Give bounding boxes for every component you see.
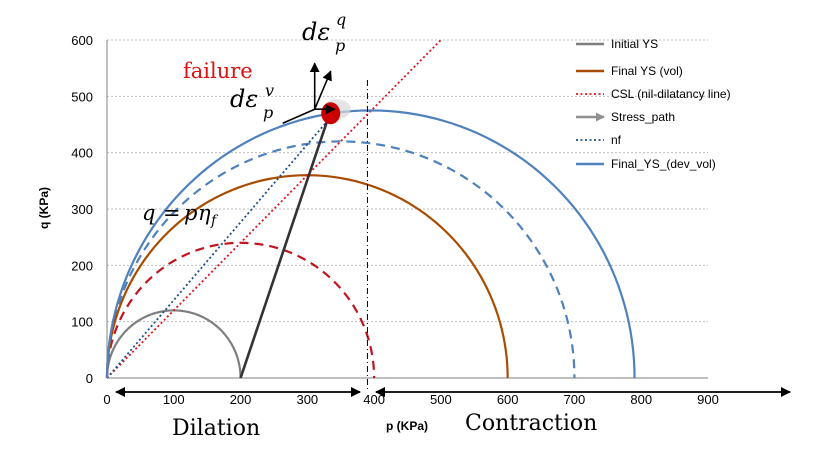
deps-q-sub: p bbox=[335, 36, 345, 55]
curves bbox=[105, 39, 636, 379]
x-tick-label: 900 bbox=[697, 392, 719, 407]
dashed-yield-curve bbox=[105, 241, 376, 379]
x-tick-label: 400 bbox=[363, 392, 385, 407]
legend-entry: Stress_path bbox=[611, 110, 675, 124]
failure-label: failure bbox=[183, 59, 253, 83]
y-tick-label: 300 bbox=[71, 202, 93, 217]
failure-point bbox=[321, 102, 341, 125]
x-tick-label: 200 bbox=[230, 392, 252, 407]
y-tick-label: 0 bbox=[86, 371, 93, 386]
x-tick-label: 300 bbox=[296, 392, 318, 407]
eq-p: p bbox=[184, 201, 197, 225]
equation-q-p-eta: q = p η f bbox=[142, 201, 219, 229]
grid bbox=[107, 39, 708, 323]
x-tick-label: 0 bbox=[103, 392, 110, 407]
contraction-label: Contraction bbox=[465, 411, 597, 436]
deps-v-base: dε bbox=[230, 85, 258, 113]
deps-v-sub: p bbox=[263, 103, 273, 122]
leader-deps-v bbox=[282, 108, 316, 124]
x-tick-label: 800 bbox=[630, 392, 652, 407]
arrow-deps-resultant bbox=[313, 70, 332, 110]
x-axis-title: p (KPa) bbox=[386, 419, 428, 433]
series-line bbox=[105, 309, 242, 379]
y-tick-label: 100 bbox=[71, 315, 93, 330]
legend-entry: nf bbox=[611, 133, 622, 147]
axes bbox=[106, 40, 708, 379]
label-deps-pv: dε v p bbox=[230, 81, 274, 122]
y-tick-label: 600 bbox=[71, 33, 93, 48]
legend-entry: Initial YS bbox=[611, 37, 658, 51]
x-tick-label: 100 bbox=[163, 392, 185, 407]
dashed-yield-curve bbox=[105, 140, 576, 379]
series-line bbox=[105, 109, 636, 379]
dilation-label: Dilation bbox=[172, 416, 260, 441]
eq-q: q bbox=[142, 201, 155, 225]
y-tick-label: 400 bbox=[71, 146, 93, 161]
legend-entry: Final_YS_(dev_vol) bbox=[611, 157, 716, 171]
y-tick-label: 200 bbox=[71, 258, 93, 273]
stress-path-line bbox=[239, 110, 332, 379]
y-axis-title: q (KPa) bbox=[37, 187, 51, 229]
eq-equals: = bbox=[163, 201, 181, 225]
deps-q-sup: q bbox=[336, 10, 346, 29]
deps-q-base: dε bbox=[302, 18, 330, 46]
legend: Initial YS Final YS (vol) CSL (nil-dilatan… bbox=[576, 37, 731, 171]
label-deps-pq: dε q p bbox=[302, 10, 346, 55]
x-tick-label: 500 bbox=[430, 392, 452, 407]
eq-sub-f: f bbox=[210, 213, 219, 229]
legend-entry: CSL (nil-dilatancy line) bbox=[611, 87, 731, 101]
x-tick-label: 600 bbox=[497, 392, 519, 407]
x-tick-label: 700 bbox=[564, 392, 586, 407]
y-tick-label: 500 bbox=[71, 89, 93, 104]
eq-eta: η bbox=[198, 201, 211, 225]
deps-v-sup: v bbox=[265, 81, 274, 100]
legend-entry: Final YS (vol) bbox=[611, 64, 683, 78]
annotations bbox=[115, 62, 791, 397]
